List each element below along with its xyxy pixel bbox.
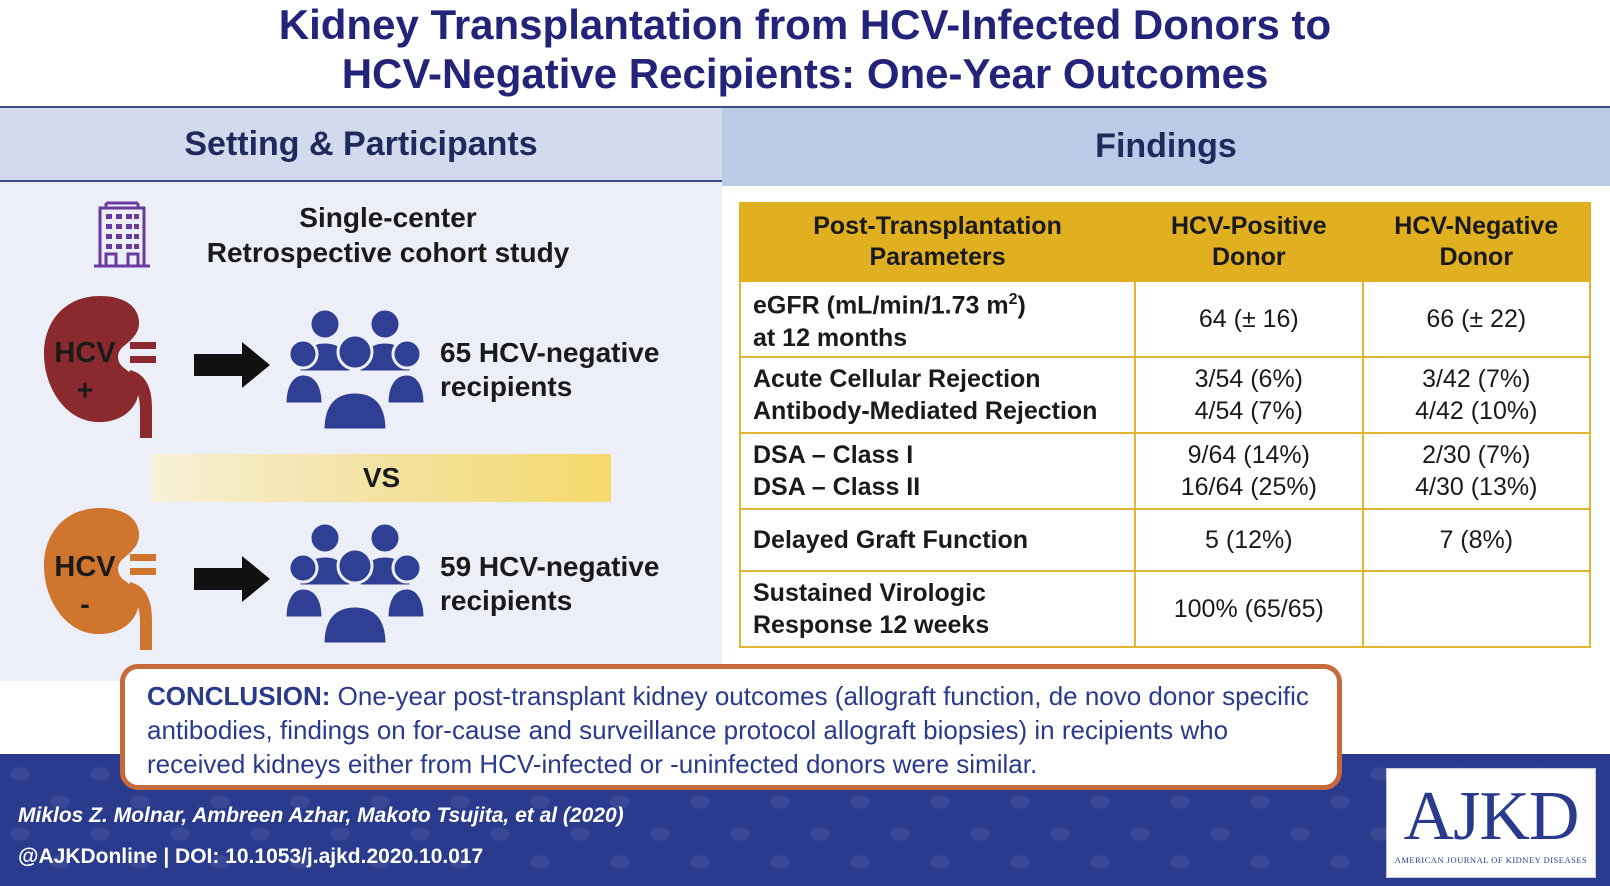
row-egfr-param: eGFR (mL/min/1.73 m2) at 12 months: [738, 280, 1137, 358]
conclusion-text: One-year post-transplant kidney outcomes…: [147, 681, 1309, 779]
ajkd-logo: AJKD AMERICAN JOURNAL OF KIDNEY DISEASES: [1386, 768, 1596, 878]
title-line-2: HCV-Negative Recipients: One-Year Outcom…: [341, 50, 1269, 97]
row-rejection-negative: 3/42 (7%) 4/42 (10%): [1361, 356, 1592, 434]
vs-bar: VS: [152, 454, 611, 502]
conclusion-lead: CONCLUSION:: [147, 681, 331, 711]
logo-sub: AMERICAN JOURNAL OF KIDNEY DISEASES: [1394, 855, 1588, 865]
table-header-row: Post-Transplantation Parameters HCV-Posi…: [738, 202, 1592, 282]
row-svr-negative: [1361, 570, 1592, 648]
recipients-positive-line1: 65 HCV-negative: [440, 337, 660, 368]
row-dgf-param: Delayed Graft Function: [738, 508, 1137, 572]
doi-link[interactable]: @AJKDonline | DOI: 10.1053/j.ajkd.2020.1…: [18, 845, 484, 868]
kidney-negative-icon: [44, 508, 156, 650]
study-line-1: Single-center: [299, 202, 477, 233]
row-egfr-positive: 64 (± 16): [1134, 280, 1364, 358]
page-title: Kidney Transplantation from HCV-Infected…: [0, 0, 1610, 106]
findings-heading: Findings: [722, 106, 1610, 186]
table-row: Acute Cellular Rejection Antibody-Mediat…: [738, 356, 1592, 434]
arrow-right-icon: [194, 342, 270, 388]
header-parameters: Post-Transplantation Parameters: [738, 202, 1137, 282]
table-row: DSA – Class I DSA – Class II 9/64 (14%) …: [738, 432, 1592, 510]
row-dsa-param: DSA – Class I DSA – Class II: [738, 432, 1137, 510]
row-dgf-negative: 7 (8%): [1361, 508, 1592, 572]
header-hcv-negative: HCV-Negative Donor: [1361, 202, 1592, 282]
recipients-negative-line2: recipients: [440, 585, 573, 616]
setting-heading: Setting & Participants: [0, 106, 722, 182]
table-row: Delayed Graft Function 5 (12%) 7 (8%): [738, 508, 1592, 572]
recipients-positive: 65 HCV-negative recipients: [440, 336, 659, 404]
people-group-icon: [285, 307, 425, 430]
vs-label: VS: [362, 462, 401, 493]
title-line-1: Kidney Transplantation from HCV-Infected…: [278, 1, 1332, 48]
table-row: Sustained Virologic Response 12 weeks 10…: [738, 570, 1592, 648]
row-rejection-positive: 3/54 (6%) 4/54 (7%): [1134, 356, 1364, 434]
kidney-positive-label: HCV +: [52, 334, 118, 410]
recipients-negative: 59 HCV-negative recipients: [440, 550, 659, 618]
kidney-positive-label-line1: HCV: [54, 337, 116, 369]
kidney-negative-label: HCV -: [52, 548, 118, 624]
row-rejection-param: Acute Cellular Rejection Antibody-Mediat…: [738, 356, 1137, 434]
kidney-negative-label-line1: HCV: [54, 551, 116, 583]
recipients-negative-line1: 59 HCV-negative: [440, 551, 660, 582]
row-svr-param: Sustained Virologic Response 12 weeks: [738, 570, 1137, 648]
row-dgf-positive: 5 (12%): [1134, 508, 1364, 572]
authors: Miklos Z. Molnar, Ambreen Azhar, Makoto …: [18, 804, 624, 827]
arrow-right-icon: [194, 556, 270, 602]
row-egfr-negative: 66 (± 22): [1361, 280, 1592, 358]
study-design: Single-center Retrospective cohort study: [178, 200, 598, 270]
kidney-positive-icon: [44, 296, 156, 438]
header-hcv-positive: HCV-Positive Donor: [1134, 202, 1364, 282]
findings-table: Post-Transplantation Parameters HCV-Posi…: [738, 202, 1592, 648]
recipients-positive-line2: recipients: [440, 371, 573, 402]
kidney-negative-label-line2: -: [80, 589, 90, 621]
building-icon: [94, 201, 150, 268]
people-group-icon: [285, 521, 425, 644]
table-row: eGFR (mL/min/1.73 m2) at 12 months 64 (±…: [738, 280, 1592, 358]
conclusion-box: CONCLUSION: One-year post-transplant kid…: [120, 664, 1342, 790]
logo-main: AJKD: [1403, 778, 1580, 855]
row-svr-positive: 100% (65/65): [1134, 570, 1364, 648]
kidney-positive-label-line2: +: [76, 375, 94, 407]
row-dsa-negative: 2/30 (7%) 4/30 (13%): [1361, 432, 1592, 510]
study-line-2: Retrospective cohort study: [206, 237, 570, 268]
row-dsa-positive: 9/64 (14%) 16/64 (25%): [1134, 432, 1364, 510]
